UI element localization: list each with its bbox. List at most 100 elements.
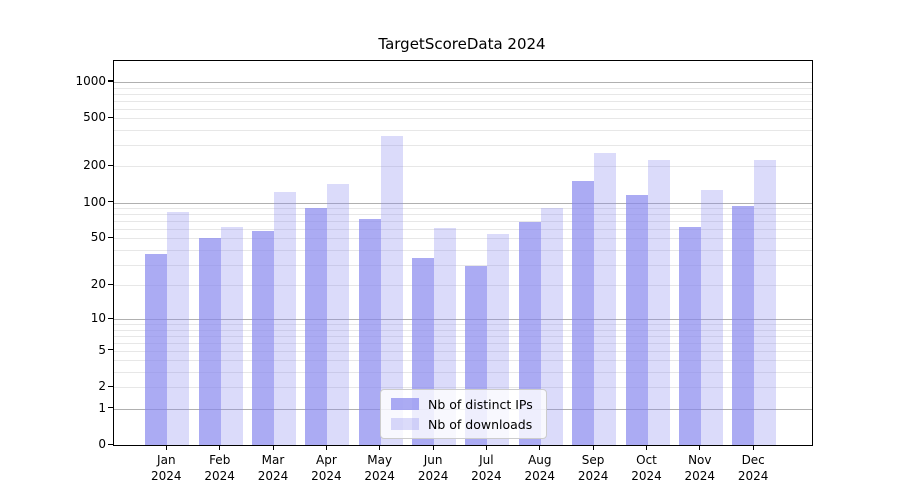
gridline-30 (114, 264, 812, 266)
gridline-300 (114, 145, 812, 147)
x-tick-month: May (367, 453, 393, 467)
x-tick-month: Apr (316, 453, 337, 467)
x-tick-label-dec: Dec 2024 (723, 452, 783, 484)
x-tick-year: 2024 (524, 469, 556, 483)
y-tick-label-200: 200 (83, 158, 106, 173)
gridline-3 (114, 372, 812, 374)
bar-distinct-ips-sep (572, 181, 595, 445)
bar-downloads-apr (327, 183, 350, 445)
x-tick-month: Feb (209, 453, 231, 467)
gridline-900 (114, 87, 812, 89)
bar-downloads-dec (754, 160, 777, 445)
x-tick-apr (325, 445, 328, 450)
bar-distinct-ips-feb (198, 238, 221, 445)
bar-distinct-ips-mar (252, 230, 274, 445)
y-tick-1 (108, 407, 113, 409)
x-tick-oct (646, 445, 648, 450)
x-tick-label-apr: Apr 2024 (296, 452, 356, 484)
x-tick-label-sep: Sep 2024 (563, 452, 623, 484)
gridline-8 (114, 329, 812, 331)
legend-label-distinct-ips: Nb of distinct IPs (428, 396, 533, 412)
bar-distinct-ips-oct (625, 195, 648, 445)
chart-title: TargetScoreData 2024 (378, 35, 546, 53)
x-tick-year: 2024 (364, 469, 395, 483)
y-tick-label-1000: 1000 (75, 73, 106, 88)
x-tick-label-feb: Feb 2024 (190, 452, 250, 484)
y-tick-label-5: 5 (98, 342, 106, 357)
x-tick-month: Jul (479, 453, 494, 467)
gridline-1000 (114, 81, 812, 83)
y-tick-label-0: 0 (98, 437, 106, 451)
gridline-9 (114, 324, 812, 325)
gridline-90 (114, 208, 812, 209)
x-tick-dec (752, 445, 754, 450)
x-tick-year: 2024 (577, 469, 609, 483)
gridline-10 (114, 319, 812, 320)
x-tick-label-may: May 2024 (350, 452, 410, 484)
x-tick-year: 2024 (311, 469, 342, 483)
x-tick-year: 2024 (471, 469, 502, 483)
x-tick-year: 2024 (737, 469, 769, 483)
bar-downloads-feb (220, 227, 243, 445)
x-tick-label-aug: Aug 2024 (510, 452, 570, 484)
x-tick-month: Oct (636, 453, 657, 467)
x-tick-year: 2024 (417, 469, 449, 483)
legend-label-downloads: Nb of downloads (428, 416, 533, 432)
x-tick-label-jul: Jul 2024 (456, 452, 516, 484)
x-tick-month: Nov (688, 453, 712, 467)
y-tick-5 (108, 349, 113, 351)
bar-downloads-aug (540, 208, 563, 445)
y-tick-100 (108, 201, 113, 203)
y-tick-label-100: 100 (83, 194, 106, 209)
gridline-5 (114, 350, 812, 352)
bar-distinct-ips-apr (305, 208, 328, 445)
y-tick-label-2: 2 (98, 379, 106, 394)
x-tick-may (379, 445, 381, 450)
gridline-6 (114, 342, 812, 344)
gridline-2 (114, 387, 812, 389)
bar-downloads-may (380, 135, 403, 445)
y-tick-2 (108, 385, 113, 387)
y-tick-50 (108, 236, 113, 239)
gridline-70 (114, 221, 812, 222)
y-tick-label-20: 20 (90, 277, 106, 291)
y-tick-10 (108, 317, 113, 319)
legend-swatch-distinct-ips (391, 398, 419, 410)
legend: Nb of distinct IPs Nb of downloads (380, 389, 547, 439)
gridline-7 (114, 335, 812, 337)
x-tick-label-jun: Jun 2024 (403, 452, 463, 484)
x-tick-nov (699, 445, 701, 450)
y-tick-label-10: 10 (90, 311, 106, 325)
legend-item-distinct-ips: Nb of distinct IPs (391, 397, 536, 412)
bar-downloads-mar (274, 191, 296, 445)
x-tick-year: 2024 (684, 469, 716, 483)
gridline-80 (114, 214, 812, 216)
gridline-100 (114, 202, 812, 204)
bar-downloads-sep (594, 152, 617, 445)
x-tick-aug (539, 445, 541, 450)
gridline-40 (114, 249, 812, 251)
gridline-60 (114, 229, 812, 230)
x-tick-month: Jan (157, 453, 176, 467)
x-tick-sep (592, 445, 594, 450)
x-tick-month: Sep (581, 453, 605, 467)
gridline-500 (114, 118, 812, 120)
gridline-50 (114, 238, 812, 240)
y-tick-200 (108, 164, 113, 166)
x-tick-year: 2024 (151, 469, 182, 483)
bar-distinct-ips-nov (678, 226, 701, 445)
gridline-600 (114, 108, 812, 110)
x-tick-year: 2024 (204, 469, 235, 483)
x-tick-jan (165, 445, 167, 450)
bar-distinct-ips-jan (145, 253, 168, 445)
x-tick-month: Jun (423, 453, 443, 467)
x-tick-year: 2024 (631, 469, 662, 483)
gridline-20 (114, 285, 812, 286)
x-tick-month: Mar (261, 453, 285, 467)
x-tick-jul (485, 445, 488, 450)
gridline-4 (114, 360, 812, 362)
gridline-800 (114, 93, 812, 95)
y-tick-label-50: 50 (90, 230, 106, 245)
x-tick-year: 2024 (257, 469, 289, 483)
